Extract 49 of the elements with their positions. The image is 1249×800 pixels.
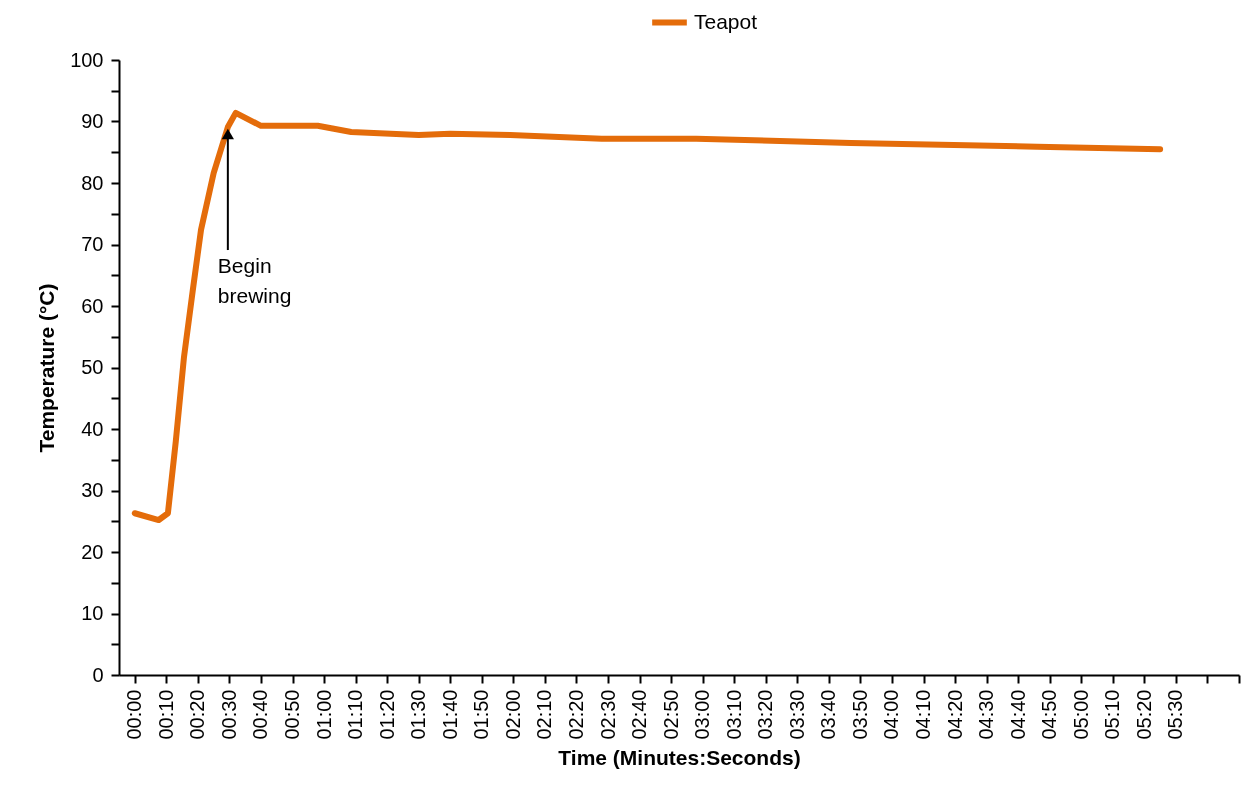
y-tick-label: 20 bbox=[81, 540, 104, 563]
x-tick-label: 01:30 bbox=[407, 689, 430, 740]
x-tick-label: 00:10 bbox=[154, 689, 177, 740]
x-tick-label: 05:10 bbox=[1101, 689, 1124, 740]
x-tick-label: 03:30 bbox=[785, 689, 808, 740]
x-tick-label: 01:20 bbox=[375, 689, 398, 740]
x-tick-label: 04:40 bbox=[1006, 689, 1029, 740]
y-tick-label: 40 bbox=[81, 417, 104, 440]
x-tick-label: 00:20 bbox=[186, 689, 209, 740]
y-tick-label: 10 bbox=[81, 602, 104, 624]
x-tick-label: 03:10 bbox=[722, 689, 745, 740]
x-tick-label: 04:20 bbox=[943, 689, 966, 740]
x-tick-label: 01:50 bbox=[470, 689, 493, 740]
x-tick-label: 02:10 bbox=[533, 689, 556, 740]
x-tick-label: 03:00 bbox=[691, 689, 714, 740]
y-tick-label: 30 bbox=[81, 479, 104, 501]
x-tick-label: 00:00 bbox=[123, 689, 146, 740]
x-tick-label: 04:00 bbox=[880, 689, 903, 740]
x-tick-label: 02:50 bbox=[659, 689, 682, 740]
x-tick-label: 00:40 bbox=[249, 689, 272, 740]
x-tick-label: 01:00 bbox=[312, 689, 335, 740]
y-tick-label: 100 bbox=[70, 48, 104, 71]
x-tick-label: 03:20 bbox=[754, 689, 777, 740]
annotation: Begin brewing bbox=[217, 254, 292, 308]
y-tick-label: 60 bbox=[81, 294, 104, 317]
y-tick-label: 90 bbox=[81, 110, 104, 132]
x-tick-label: 03:40 bbox=[817, 689, 840, 740]
x-tick-label: 04:10 bbox=[912, 689, 935, 740]
x-tick-label: 04:50 bbox=[1038, 689, 1061, 740]
y-tick-label: 80 bbox=[81, 171, 104, 194]
x-axis-title: Time (Minutes:Seconds) bbox=[558, 745, 801, 769]
x-tick-label: 00:30 bbox=[217, 689, 240, 740]
x-tick-label: 02:40 bbox=[628, 689, 651, 740]
x-tick-label: 02:30 bbox=[596, 689, 619, 740]
x-tick-label: 01:10 bbox=[344, 689, 367, 740]
x-tick-label: 03:50 bbox=[848, 689, 871, 740]
x-tick-label: 02:20 bbox=[564, 689, 587, 740]
x-tick-label: 05:30 bbox=[1164, 689, 1187, 740]
y-tick-label: 0 bbox=[92, 663, 104, 686]
x-tick-label: 02:00 bbox=[501, 689, 524, 740]
x-tick-label: 04:30 bbox=[975, 689, 998, 740]
x-tick-label: 01:40 bbox=[438, 689, 461, 740]
x-tick-label: 05:20 bbox=[1132, 689, 1155, 740]
y-tick-label: 50 bbox=[81, 356, 104, 378]
legend-label: Teapot bbox=[694, 9, 758, 33]
x-tick-label: 00:50 bbox=[281, 689, 304, 740]
y-tick-label: 70 bbox=[81, 233, 104, 255]
x-tick-label: 05:00 bbox=[1069, 689, 1092, 740]
y-axis-title: Temperature (°C) bbox=[35, 283, 59, 453]
